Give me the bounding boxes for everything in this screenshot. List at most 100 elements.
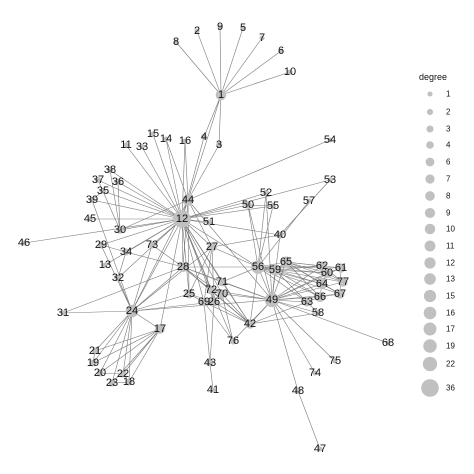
edge-12-17 bbox=[159, 218, 183, 330]
node-dot-73 bbox=[148, 241, 156, 249]
legend-label-36: 36 bbox=[446, 384, 455, 393]
edge-17-22 bbox=[122, 328, 161, 375]
edge-24-20 bbox=[99, 310, 133, 374]
node-49: 49 bbox=[264, 292, 280, 308]
legend-label-1: 1 bbox=[446, 90, 451, 99]
node-label-15: 15 bbox=[147, 128, 159, 140]
node-dot-72 bbox=[206, 285, 216, 295]
node-73: 73 bbox=[146, 239, 158, 251]
node-dot-69 bbox=[199, 297, 209, 307]
node-10: 10 bbox=[284, 66, 296, 78]
node-dot-47 bbox=[317, 446, 323, 452]
node-42: 42 bbox=[244, 318, 256, 330]
node-label-18: 18 bbox=[123, 376, 135, 388]
node-45: 45 bbox=[84, 213, 96, 225]
node-label-75: 75 bbox=[329, 355, 341, 367]
node-dot-5 bbox=[240, 25, 246, 31]
node-dot-16 bbox=[182, 138, 188, 144]
edge-38-30 bbox=[109, 169, 121, 231]
edge-56-63 bbox=[257, 266, 308, 303]
node-label-74: 74 bbox=[309, 367, 321, 379]
node-dot-50 bbox=[244, 201, 252, 209]
node-dot-18 bbox=[125, 378, 133, 386]
edge-28-70 bbox=[182, 266, 223, 295]
node-label-37: 37 bbox=[92, 174, 104, 186]
edge-24-25 bbox=[131, 293, 190, 312]
edge-56-50 bbox=[247, 204, 259, 268]
edge-59-64 bbox=[274, 269, 323, 285]
node-dot-21 bbox=[91, 347, 99, 355]
edge-59-63 bbox=[274, 269, 308, 303]
edge-43-41 bbox=[209, 362, 214, 391]
node-34: 34 bbox=[120, 246, 132, 258]
edge-49-48 bbox=[271, 299, 299, 392]
node-dot-17 bbox=[155, 324, 165, 334]
node-label-63: 63 bbox=[301, 296, 313, 308]
edge-27-69 bbox=[203, 246, 213, 303]
node-21: 21 bbox=[89, 345, 101, 357]
node-dot-71 bbox=[217, 277, 227, 287]
node-54: 54 bbox=[324, 134, 336, 146]
node-24: 24 bbox=[125, 304, 139, 318]
edge-28-71 bbox=[182, 266, 223, 283]
legend-dot-12 bbox=[424, 257, 436, 269]
node-label-26: 26 bbox=[208, 296, 220, 308]
node-dot-59 bbox=[269, 264, 281, 276]
edge-12-39 bbox=[91, 199, 183, 220]
node-dot-58 bbox=[314, 309, 322, 317]
legend-label-7: 7 bbox=[446, 175, 451, 184]
edge-27-56 bbox=[211, 246, 259, 268]
node-dot-70 bbox=[217, 289, 227, 299]
edge-1-5 bbox=[220, 27, 244, 96]
edge-17-21 bbox=[94, 328, 161, 352]
edge-34-28 bbox=[125, 251, 184, 268]
node-dot-33 bbox=[139, 144, 145, 150]
node-40: 40 bbox=[274, 229, 286, 241]
node-50: 50 bbox=[242, 199, 254, 211]
node-dot-44 bbox=[182, 194, 194, 206]
edge-50-55 bbox=[247, 204, 274, 207]
node-dot-4 bbox=[200, 133, 208, 141]
edge-26-43 bbox=[209, 301, 215, 364]
edge-71-42 bbox=[221, 281, 251, 325]
node-dot-3 bbox=[215, 141, 223, 149]
node-25: 25 bbox=[183, 288, 195, 300]
node-dot-62 bbox=[317, 261, 327, 271]
node-label-10: 10 bbox=[284, 66, 296, 78]
node-label-59: 59 bbox=[269, 264, 281, 276]
edge-12-32 bbox=[117, 218, 183, 279]
node-29: 29 bbox=[95, 239, 107, 251]
node-dot-75 bbox=[332, 358, 338, 364]
legend-label-11: 11 bbox=[446, 242, 455, 251]
edge-12-14 bbox=[165, 138, 183, 220]
edge-56-66 bbox=[257, 266, 321, 298]
edge-24-27 bbox=[131, 246, 213, 312]
legend-label-6: 6 bbox=[446, 158, 451, 167]
node-label-28: 28 bbox=[177, 261, 189, 273]
node-dot-2 bbox=[194, 28, 200, 34]
node-36: 36 bbox=[112, 176, 124, 188]
node-3: 3 bbox=[215, 139, 223, 151]
node-dot-49 bbox=[264, 292, 280, 308]
node-64: 64 bbox=[316, 278, 328, 290]
node-label-65: 65 bbox=[280, 256, 292, 268]
node-label-22: 22 bbox=[117, 368, 129, 380]
node-dot-22 bbox=[119, 370, 127, 378]
node-62: 62 bbox=[316, 260, 328, 272]
edge-1-9 bbox=[219, 26, 222, 96]
node-1: 1 bbox=[215, 89, 227, 101]
node-5: 5 bbox=[240, 22, 246, 34]
node-label-24: 24 bbox=[126, 305, 138, 317]
node-22: 22 bbox=[117, 368, 129, 380]
node-label-53: 53 bbox=[324, 174, 336, 186]
node-label-40: 40 bbox=[274, 229, 286, 241]
edge-1-8 bbox=[175, 41, 222, 96]
node-label-54: 54 bbox=[324, 134, 336, 146]
edge-73-28 bbox=[151, 244, 184, 268]
node-dot-24 bbox=[125, 304, 139, 318]
edge-56-64 bbox=[257, 266, 323, 285]
edge-12-53 bbox=[181, 179, 331, 220]
node-label-62: 62 bbox=[316, 260, 328, 272]
node-7: 7 bbox=[259, 32, 265, 44]
edge-56-52 bbox=[257, 192, 267, 268]
